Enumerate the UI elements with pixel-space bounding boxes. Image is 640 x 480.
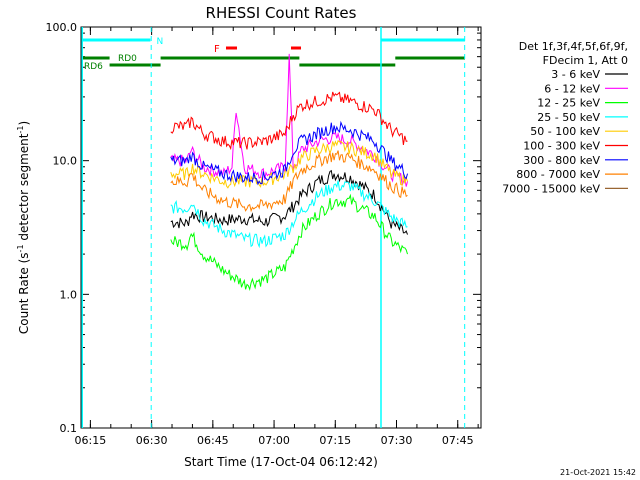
plot-frame — [80, 26, 482, 429]
series-line-2 — [170, 193, 408, 292]
y-tick-label: 1.0 — [60, 288, 78, 301]
legend-entry-label: 7000 - 15000 keV — [502, 182, 600, 195]
y-label-superscript: -1 — [16, 126, 25, 134]
x-tick-label: 07:30 — [381, 434, 413, 447]
series-line-0 — [170, 169, 408, 235]
x-axis-label: Start Time (17-Oct-04 06:12:42) — [184, 455, 378, 469]
legend-entry-label: 800 - 7000 keV — [516, 168, 600, 181]
x-tick-label: 07:00 — [258, 434, 290, 447]
series-line-6 — [170, 120, 408, 186]
y-axis-label: Count Rate (s-1 detector segment-1) — [16, 121, 31, 334]
footer-date: 21-Oct-2021 15:42 — [560, 468, 636, 477]
series-line-7 — [170, 150, 408, 213]
y-label-text: detector segment — [17, 133, 31, 244]
legend-entry-label: 100 - 300 keV — [523, 140, 600, 153]
x-tick-label: 06:15 — [75, 434, 107, 447]
x-tick-label: 06:45 — [197, 434, 229, 447]
legend-entry-label: 300 - 800 keV — [523, 154, 600, 167]
y-label-text: ) — [17, 121, 31, 126]
legend-entry-label: 25 - 50 keV — [537, 111, 600, 124]
rd6-label: RD6 — [84, 62, 103, 72]
night-label: N — [157, 37, 164, 47]
series-line-5 — [170, 91, 408, 151]
y-tick-label: 10.0 — [53, 155, 78, 168]
legend-entry-label: 3 - 6 keV — [551, 68, 600, 81]
x-tick-label: 07:45 — [442, 434, 474, 447]
legend-entry-label: 6 - 12 keV — [544, 82, 600, 95]
series-line-3 — [170, 180, 408, 249]
series-line-1 — [170, 53, 408, 187]
x-tick-label: 07:15 — [319, 434, 351, 447]
y-tick-label: 100.0 — [46, 21, 78, 34]
flare-label: F — [214, 44, 220, 55]
rd0-label: RD0 — [118, 54, 137, 64]
y-label-superscript: -1 — [16, 244, 25, 252]
y-tick-label: 0.1 — [60, 422, 78, 435]
chart-title: RHESSI Count Rates — [206, 4, 357, 22]
legend-header-2: FDecim 1, Att 0 — [543, 54, 628, 67]
legend-entry-label: 12 - 25 keV — [537, 97, 600, 110]
legend-entry-label: 50 - 100 keV — [530, 125, 600, 138]
x-tick-label: 06:30 — [136, 434, 168, 447]
series-line-4 — [170, 139, 408, 189]
legend-header-1: Det 1f,3f,4f,5f,6f,9f, — [519, 40, 628, 53]
y-label-text: Count Rate (s — [17, 252, 31, 334]
